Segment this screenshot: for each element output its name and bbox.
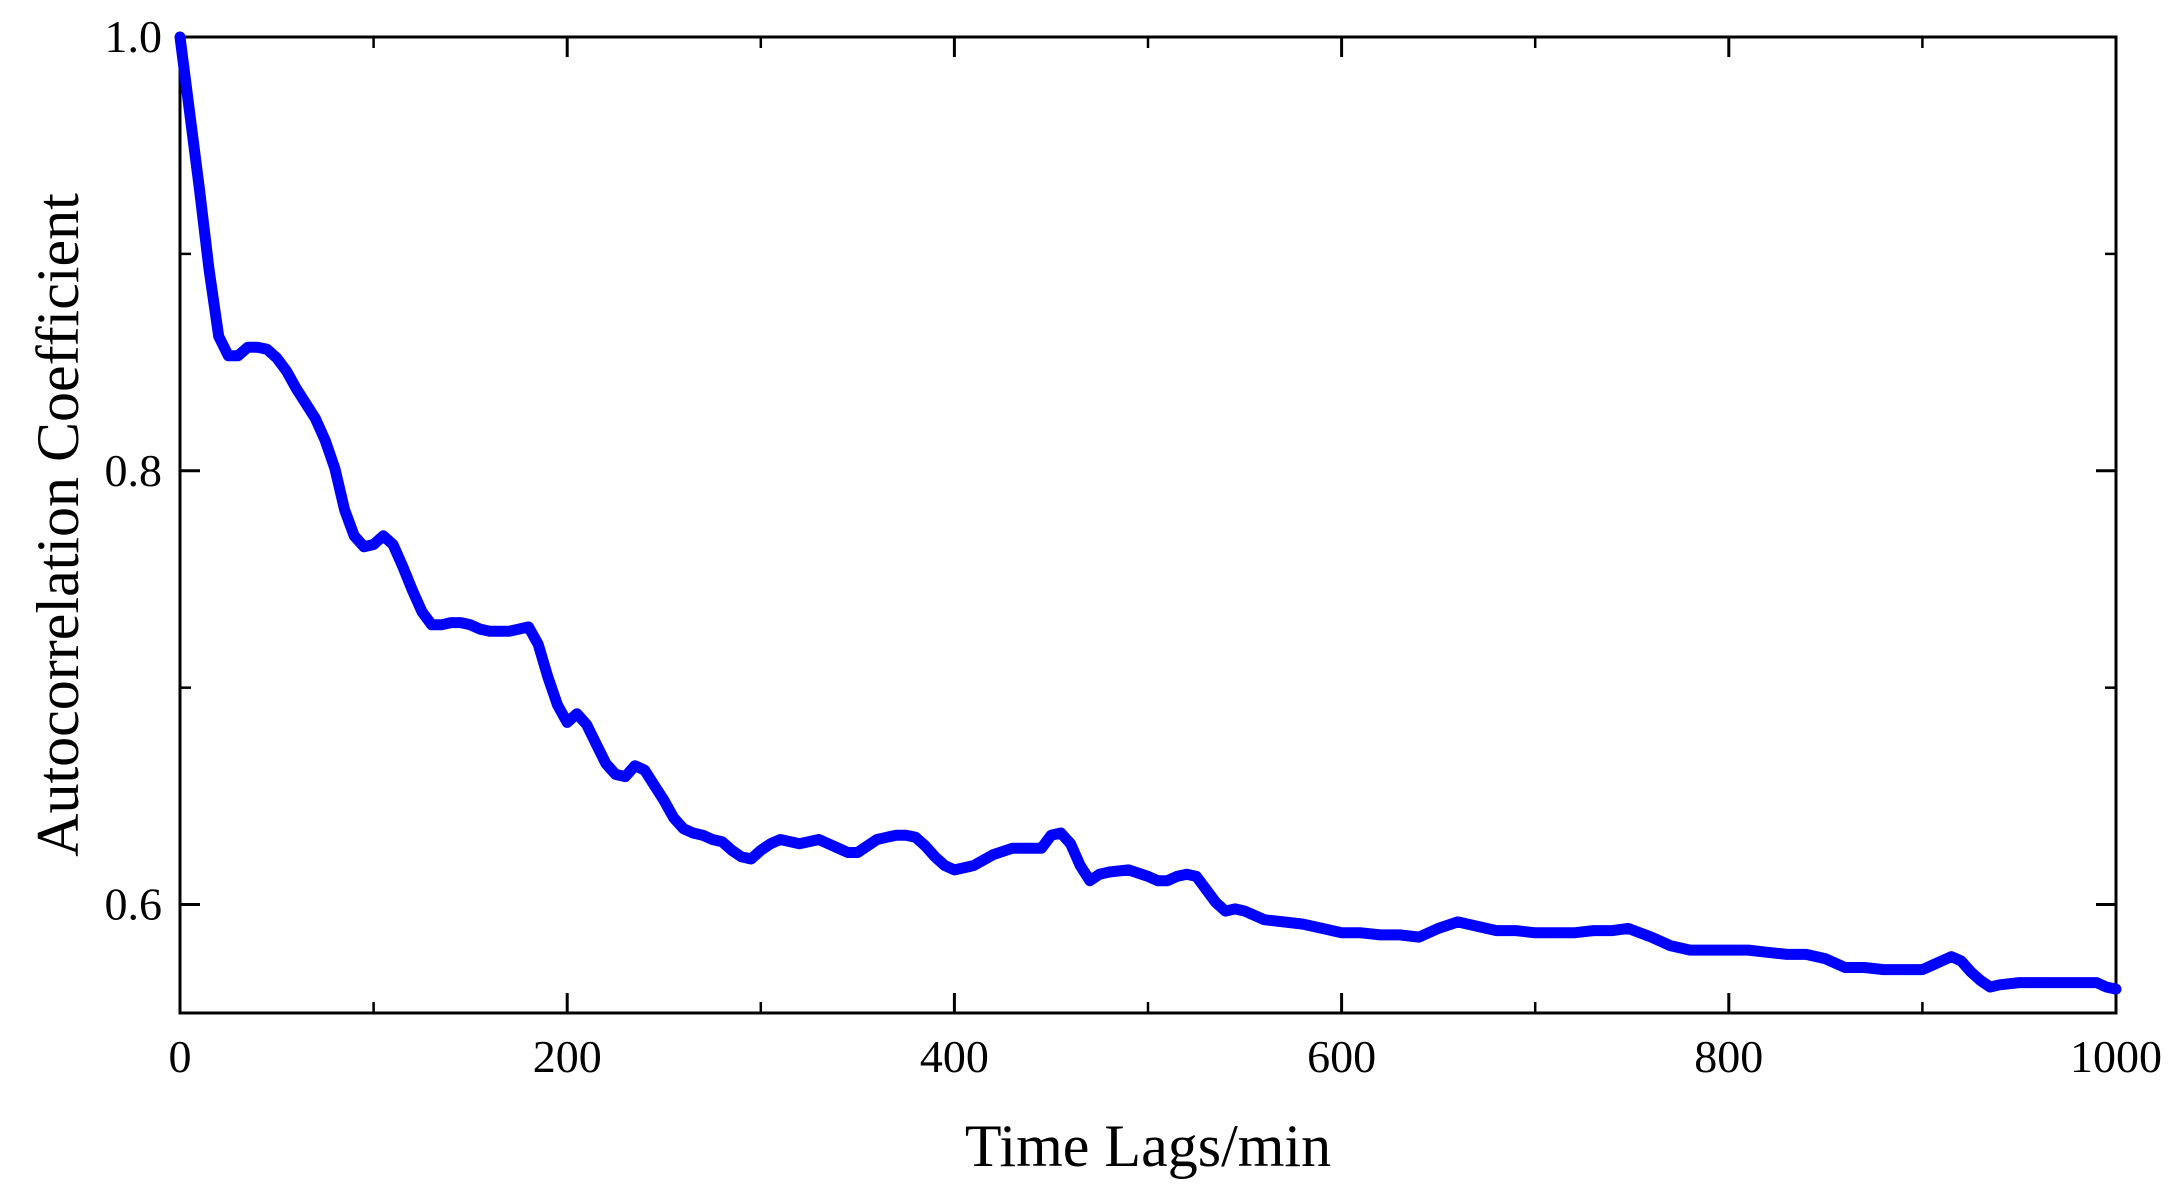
y-tick-label: 0.6 xyxy=(105,879,163,930)
x-major-ticks xyxy=(178,37,2118,1013)
plot-frame xyxy=(178,35,2118,1015)
y-major-ticks xyxy=(180,35,2116,907)
y-tick-labels: 0.6 0.8 1.0 xyxy=(105,11,163,930)
x-tick-label: 1000 xyxy=(2070,1031,2162,1082)
autocorrelation-series-line xyxy=(174,31,2122,995)
x-axis-title: Time Lags/min xyxy=(965,1113,1331,1179)
x-tick-label: 600 xyxy=(1307,1031,1376,1082)
x-tick-label: 800 xyxy=(1694,1031,1763,1082)
x-tick-label: 200 xyxy=(533,1031,602,1082)
y-tick-label: 1.0 xyxy=(105,11,163,62)
x-tick-labels: 0 200 400 600 800 1000 xyxy=(169,1031,2163,1082)
x-tick-label: 0 xyxy=(169,1031,192,1082)
y-tick-label: 0.8 xyxy=(105,445,163,496)
y-axis-title: Autocorrelation Coefficient xyxy=(25,193,91,857)
x-minor-ticks xyxy=(372,37,1924,1013)
y-minor-ticks xyxy=(180,252,2116,689)
x-tick-label: 400 xyxy=(920,1031,989,1082)
